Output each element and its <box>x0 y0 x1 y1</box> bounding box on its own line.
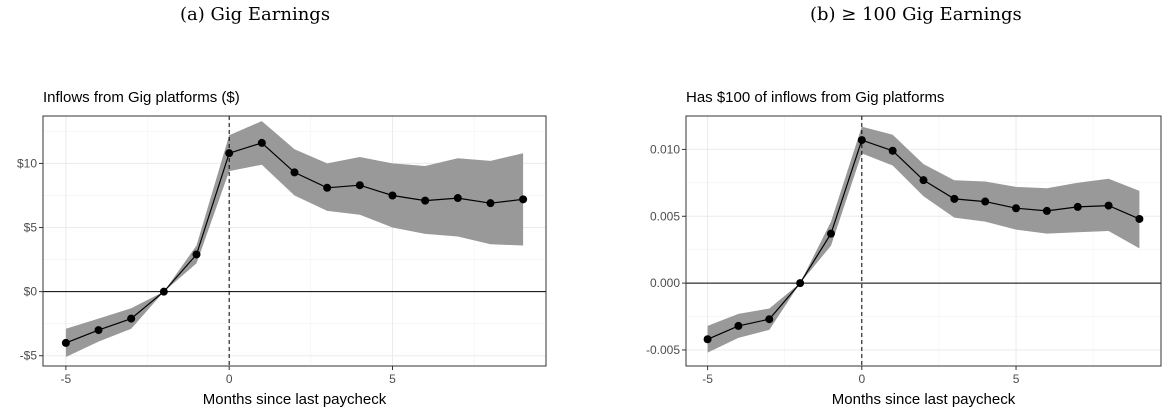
y-tick-label: 0.010 <box>650 142 680 156</box>
data-point <box>453 194 462 203</box>
data-point <box>225 149 234 158</box>
data-point <box>127 314 136 323</box>
data-point <box>388 191 397 200</box>
data-point <box>421 196 430 205</box>
y-tick-label: 0.005 <box>650 209 680 223</box>
chart-panel-a: Inflows from Gig platforms ($) -$5 $0 $5 $10… <box>17 89 547 408</box>
panel-border <box>685 115 1162 367</box>
data-point <box>857 136 866 145</box>
data-point <box>1042 206 1051 215</box>
data-point <box>159 287 168 296</box>
data-point <box>796 279 805 288</box>
data-point <box>888 146 897 155</box>
data-point <box>323 183 332 192</box>
data-point <box>257 138 266 147</box>
panel-border <box>42 115 547 367</box>
data-point <box>94 326 103 335</box>
chart-panel-b: Has $100 of inflows from Gig platforms -0… <box>646 89 1162 408</box>
data-point <box>1012 204 1021 213</box>
data-point <box>919 176 928 185</box>
data-point <box>765 315 774 324</box>
y-tick-label: -0.005 <box>646 343 680 357</box>
y-tick-label: $10 <box>17 156 37 170</box>
y-tick-label: $0 <box>24 285 38 299</box>
x-tick-label: 0 <box>226 372 233 386</box>
caption-b: (b) ≥ 100 Gig Earnings <box>810 4 1022 25</box>
chart-title: Inflows from Gig platforms ($) <box>43 89 240 106</box>
data-point <box>192 250 201 259</box>
data-point <box>355 181 364 190</box>
y-tick-label: -$5 <box>20 349 38 363</box>
x-tick-label: 0 <box>858 372 865 386</box>
data-point <box>290 168 299 177</box>
y-tick-label: $5 <box>24 221 38 235</box>
x-axis-label: Months since last paycheck <box>203 391 387 408</box>
data-point <box>61 338 70 347</box>
data-point <box>1104 201 1113 210</box>
data-point <box>981 197 990 206</box>
confidence-band <box>707 126 1140 353</box>
data-point <box>1073 202 1082 211</box>
x-tick-label: 5 <box>389 372 396 386</box>
data-point <box>1135 214 1144 223</box>
data-point <box>703 335 712 344</box>
chart-title: Has $100 of inflows from Gig platforms <box>686 89 944 106</box>
y-tick-label: 0.000 <box>650 276 680 290</box>
data-point <box>486 199 495 208</box>
data-point <box>519 195 528 204</box>
data-point <box>950 194 959 203</box>
data-point <box>734 321 743 330</box>
x-tick-label: -5 <box>61 372 72 386</box>
x-axis-label: Months since last paycheck <box>832 391 1016 408</box>
caption-a: (a) Gig Earnings <box>180 4 331 25</box>
x-tick-label: -5 <box>702 372 713 386</box>
confidence-band <box>65 121 524 357</box>
x-tick-label: 5 <box>1013 372 1020 386</box>
data-point <box>826 229 835 238</box>
